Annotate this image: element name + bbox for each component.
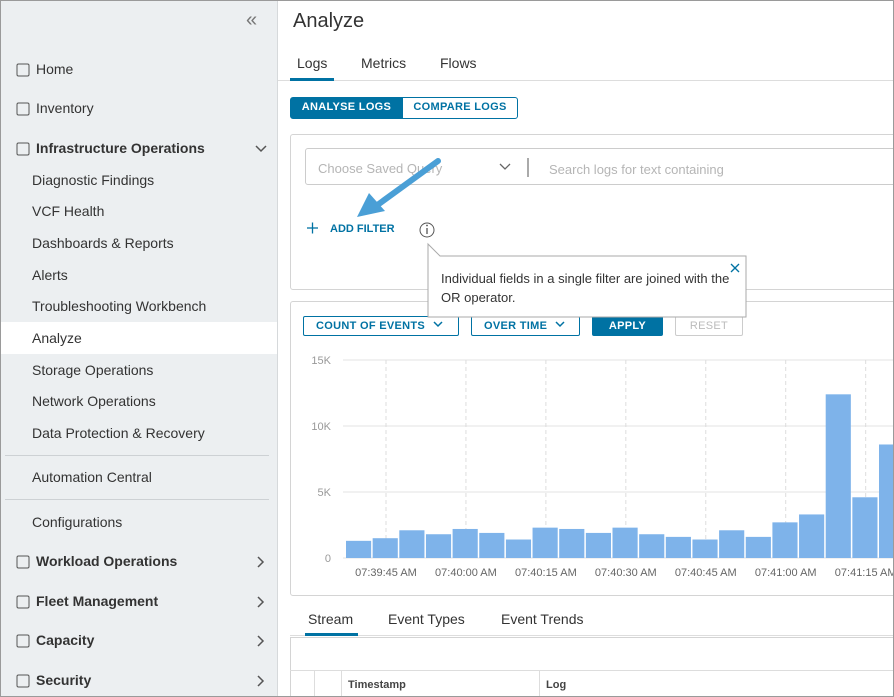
separator bbox=[5, 499, 269, 500]
chevron bbox=[433, 321, 443, 328]
nav-icon bbox=[16, 142, 30, 156]
callout-arrow bbox=[373, 158, 441, 209]
info-icon[interactable] bbox=[419, 222, 435, 238]
nav-item[interactable]: VCF Health bbox=[32, 203, 105, 219]
info-icon bbox=[426, 224, 428, 227]
mode-button[interactable]: COMPARE LOGS bbox=[402, 97, 518, 119]
sidebar: « Home Inventory Infrastructure Operations… bbox=[1, 1, 278, 696]
active-tab-underline bbox=[290, 78, 334, 81]
bottom-tabs-divider bbox=[290, 635, 893, 636]
col-sep bbox=[314, 670, 315, 696]
log-table bbox=[290, 637, 893, 696]
chevron-shape bbox=[257, 635, 265, 647]
nav-icon-shape bbox=[16, 674, 30, 688]
active-highlight bbox=[1, 322, 277, 354]
chevron-shape bbox=[255, 145, 267, 153]
nav-group[interactable]: Infrastructure Operations bbox=[36, 140, 205, 156]
add-filter[interactable]: ADD FILTER bbox=[330, 223, 395, 235]
nav-icon-shape bbox=[16, 595, 30, 609]
active-tab-underline bbox=[305, 633, 358, 636]
table-header: Log bbox=[546, 679, 567, 691]
expand-chevron[interactable] bbox=[255, 143, 267, 155]
nav-item[interactable]: Diagnostic Findings bbox=[32, 172, 155, 188]
tab[interactable]: Event Types bbox=[388, 611, 465, 627]
tab[interactable]: Flows bbox=[440, 55, 477, 71]
col-sep bbox=[341, 670, 342, 696]
tab[interactable]: Metrics bbox=[361, 55, 407, 71]
nav-icon-shape bbox=[16, 142, 30, 156]
nav-icon bbox=[16, 555, 30, 569]
nav-icon bbox=[16, 63, 30, 77]
collapse-icon[interactable]: « bbox=[246, 9, 258, 31]
expand-chevron[interactable] bbox=[255, 596, 267, 608]
tooltip-text: Individual fields in a single filter are… bbox=[441, 271, 730, 305]
callout-arrow-head bbox=[357, 193, 385, 217]
nav-icon-shape bbox=[16, 63, 30, 77]
nav-group[interactable]: Security bbox=[36, 672, 92, 688]
tab[interactable]: Event Trends bbox=[501, 611, 584, 627]
apply-button[interactable]: APPLY bbox=[592, 316, 663, 336]
table-header-line bbox=[290, 670, 893, 671]
tabs-divider bbox=[278, 80, 893, 81]
nav-item[interactable]: Data Protection & Recovery bbox=[32, 425, 205, 441]
chevron-shape bbox=[257, 556, 265, 568]
nav-item[interactable]: Analyze bbox=[32, 330, 82, 346]
mode-button[interactable]: ANALYSE LOGS bbox=[290, 97, 403, 119]
nav-icon-shape bbox=[16, 634, 30, 648]
expand-chevron[interactable] bbox=[255, 675, 267, 687]
chevron bbox=[499, 163, 511, 170]
chevron-shape bbox=[257, 675, 265, 687]
separator bbox=[5, 455, 269, 456]
nav-group[interactable]: Workload Operations bbox=[36, 553, 178, 569]
col-sep bbox=[539, 670, 540, 696]
nav-item[interactable]: Troubleshooting Workbench bbox=[32, 298, 207, 314]
saved-query-placeholder[interactable]: Choose Saved Query bbox=[318, 161, 443, 176]
tab[interactable]: Logs bbox=[297, 55, 328, 71]
nav-icon bbox=[16, 595, 30, 609]
nav-icon bbox=[16, 102, 30, 116]
search-placeholder[interactable]: Search logs for text containing bbox=[549, 162, 724, 177]
chevron bbox=[555, 321, 565, 328]
nav-icon-shape bbox=[16, 102, 30, 116]
tooltip-box bbox=[427, 242, 747, 318]
expand-chevron[interactable] bbox=[255, 556, 267, 568]
nav-group[interactable]: Capacity bbox=[36, 632, 95, 648]
close-icon bbox=[730, 263, 740, 273]
expand-chevron[interactable] bbox=[255, 635, 267, 647]
chevron-shape bbox=[257, 596, 265, 608]
tab[interactable]: Stream bbox=[308, 611, 354, 627]
measure-dropdown[interactable]: COUNT OF EVENTS bbox=[303, 316, 459, 336]
nav-item[interactable]: Network Operations bbox=[32, 393, 156, 409]
nav-item[interactable]: Configurations bbox=[32, 514, 123, 530]
nav-group[interactable]: Fleet Management bbox=[36, 593, 159, 609]
nav-item[interactable]: Home bbox=[36, 61, 74, 77]
nav-item[interactable]: Alerts bbox=[32, 267, 68, 283]
nav-icon bbox=[16, 634, 30, 648]
nav-icon-shape bbox=[16, 555, 30, 569]
table-header: Timestamp bbox=[348, 679, 406, 691]
nav-item[interactable]: Inventory bbox=[36, 100, 94, 116]
nav-icon bbox=[16, 674, 30, 688]
query-input[interactable] bbox=[305, 148, 893, 185]
page-title: Analyze bbox=[293, 10, 365, 32]
nav-item[interactable]: Dashboards & Reports bbox=[32, 235, 174, 251]
nav-item[interactable]: Automation Central bbox=[32, 469, 152, 485]
nav-item[interactable]: Storage Operations bbox=[32, 362, 154, 378]
